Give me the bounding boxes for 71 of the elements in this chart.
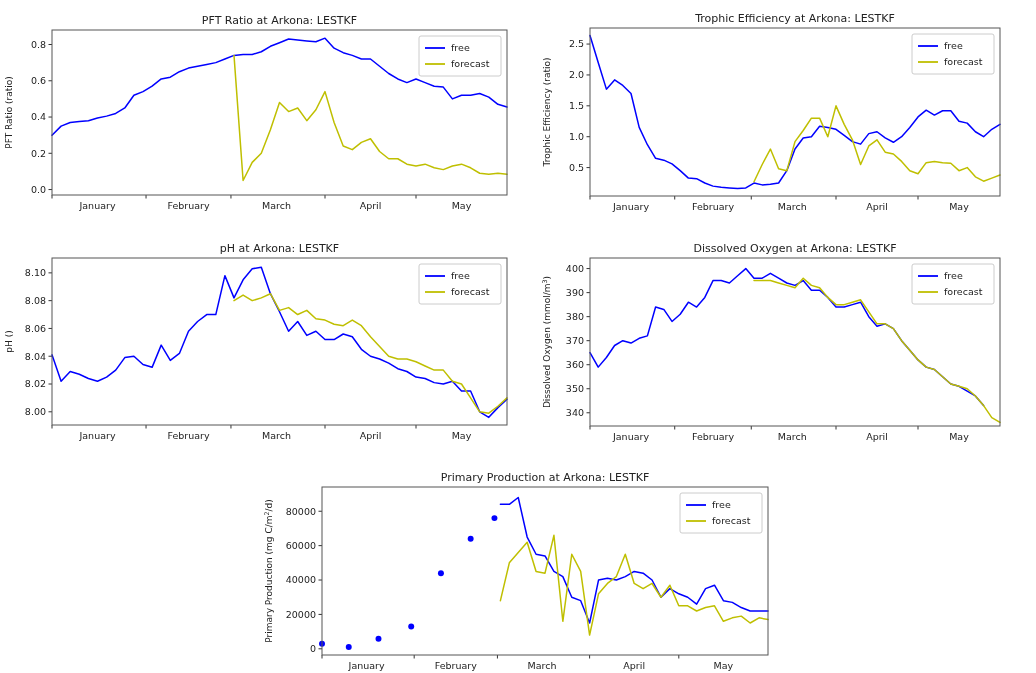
chart-title: Dissolved Oxygen at Arkona: LESTKF — [693, 242, 897, 255]
y-tick-label: 0.6 — [30, 75, 46, 87]
x-tick-label: May — [451, 200, 472, 211]
y-tick-label: 8.08 — [24, 294, 46, 306]
y-tick-label: 0.8 — [30, 38, 46, 50]
y-tick-label: 2.0 — [568, 69, 584, 81]
x-tick-label: January — [611, 431, 650, 442]
y-tick-label: 370 — [565, 335, 584, 346]
x-tick-label: May — [949, 201, 970, 212]
x-tick-label: March — [527, 660, 557, 671]
y-tick-label: 0.4 — [30, 111, 46, 123]
y-tick-label: 8.00 — [24, 406, 46, 418]
x-tick-label: March — [777, 201, 807, 212]
x-tick-label: April — [866, 201, 888, 212]
y-tick-label: 8.04 — [24, 350, 46, 362]
x-tick-label: February — [167, 430, 210, 441]
y-tick-label: 0.5 — [568, 161, 584, 173]
y-tick-label: 380 — [565, 310, 584, 322]
x-tick-label: April — [359, 200, 382, 211]
x-tick-label: March — [777, 431, 807, 442]
y-tick-label: 8.02 — [24, 378, 46, 390]
x-tick-label: April — [623, 660, 646, 671]
chart-title: Trophic Efficiency at Arkona: LESTKF — [694, 12, 895, 25]
y-tick-label: 360 — [565, 359, 584, 371]
y-axis-title: pH () — [4, 330, 14, 353]
legend-label: free — [944, 270, 963, 282]
x-tick-label: January — [611, 201, 650, 212]
y-tick-label: 0 — [309, 643, 316, 655]
legend-label: free — [451, 270, 470, 282]
x-tick-label: January — [78, 430, 116, 441]
y-tick-label: 1.0 — [568, 131, 584, 143]
legend-label: free — [944, 40, 963, 52]
legend-label: forecast — [451, 58, 490, 70]
x-tick-label: February — [691, 201, 735, 212]
x-tick-label: March — [261, 200, 291, 211]
legend-label: forecast — [944, 286, 983, 298]
y-axis-title: Trophic Efficiency (ratio) — [542, 57, 552, 168]
x-tick-label: February — [434, 660, 478, 671]
chart-title: pH at Arkona: LESTKF — [219, 242, 340, 255]
y-tick-label: 1.5 — [568, 100, 584, 112]
y-tick-label: 340 — [565, 407, 584, 419]
y-tick-label: 390 — [565, 286, 584, 298]
y-tick-label: 0.2 — [30, 147, 46, 159]
y-tick-label: 8.10 — [24, 267, 46, 279]
chart-title: Primary Production at Arkona: LESTKF — [440, 471, 650, 484]
legend-label: forecast — [712, 515, 751, 527]
y-tick-label: 400 — [565, 262, 584, 274]
x-tick-label: March — [261, 430, 291, 441]
legend-label: forecast — [451, 286, 490, 298]
x-tick-label: May — [949, 431, 970, 442]
y-tick-label: 40000 — [285, 574, 316, 586]
y-axis-title: PFT Ratio (ratio) — [4, 76, 14, 149]
y-tick-label: 20000 — [285, 608, 316, 620]
x-tick-label: April — [866, 431, 888, 442]
y-tick-label: 60000 — [285, 539, 316, 551]
chart-title: PFT Ratio at Arkona: LESTKF — [201, 14, 358, 27]
y-tick-label: 0.0 — [30, 183, 46, 195]
y-tick-label: 80000 — [285, 505, 316, 517]
y-tick-label: 350 — [565, 383, 584, 395]
x-tick-label: January — [347, 660, 385, 671]
x-tick-label: February — [691, 431, 735, 442]
legend-label: forecast — [944, 56, 983, 68]
x-tick-label: February — [167, 200, 210, 211]
y-tick-label: 8.06 — [24, 322, 46, 334]
legend-label: free — [712, 499, 731, 511]
x-tick-label: May — [713, 660, 734, 671]
x-tick-label: January — [78, 200, 116, 211]
legend-label: free — [451, 42, 470, 54]
x-tick-label: May — [451, 430, 472, 441]
y-tick-label: 2.5 — [568, 38, 584, 50]
x-tick-label: April — [359, 430, 382, 441]
